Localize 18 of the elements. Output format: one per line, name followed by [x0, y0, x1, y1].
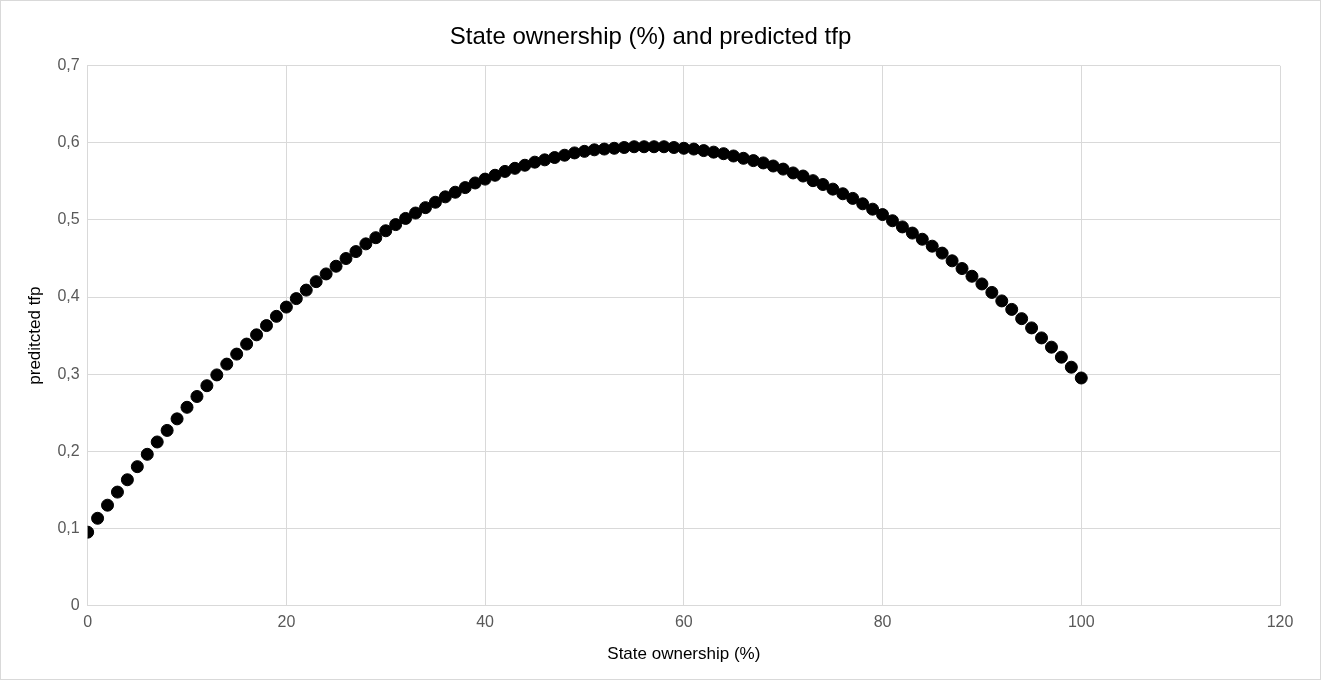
y-axis-title: preditcted tfp	[24, 286, 44, 385]
x-tick-label: 80	[873, 613, 892, 631]
y-tick-label: 0,4	[57, 287, 80, 305]
x-tick-label: 20	[277, 613, 296, 631]
y-tick-label: 0,2	[57, 441, 80, 459]
x-tick-label: 60	[674, 613, 693, 631]
x-tick-label: 100	[1067, 613, 1095, 631]
y-tick-label: 0,7	[57, 56, 80, 74]
y-tick-label: 0	[70, 595, 80, 613]
chart-title: State ownership (%) and predicted tfp	[449, 22, 852, 50]
x-tick-label: 40	[476, 613, 495, 631]
y-tick-label: 0,6	[57, 133, 80, 151]
y-tick-label: 0,3	[57, 364, 80, 382]
y-tick-label: 0,1	[57, 518, 80, 536]
y-tick-label: 0,5	[57, 210, 80, 228]
x-axis-title: State ownership (%)	[607, 644, 761, 664]
x-tick-label: 0	[83, 613, 93, 631]
x-tick-label: 120	[1266, 613, 1294, 631]
